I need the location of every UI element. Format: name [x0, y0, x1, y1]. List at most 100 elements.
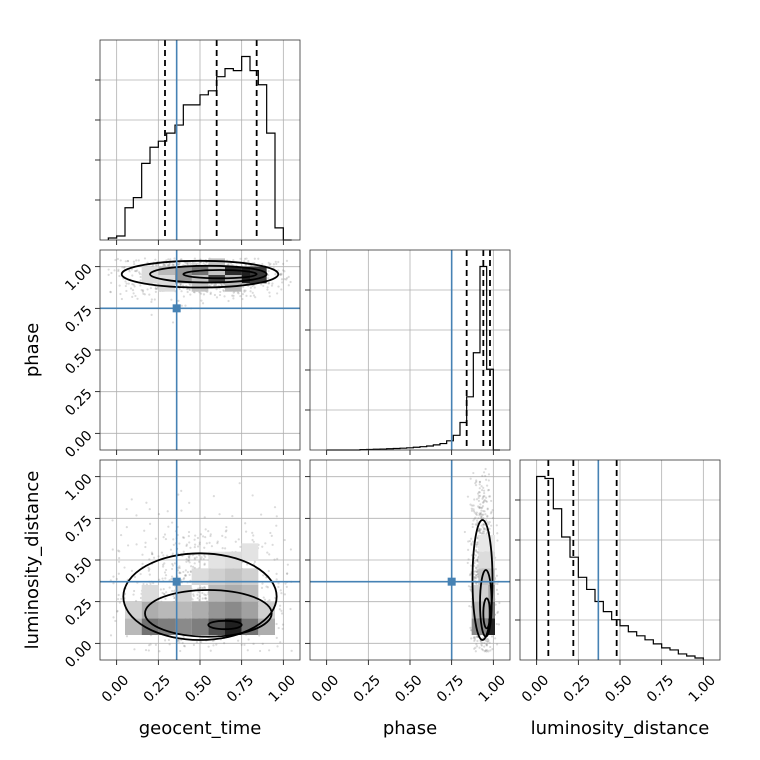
scatter-point: [109, 290, 112, 294]
scatter-point: [477, 529, 481, 532]
scatter-point: [239, 257, 242, 260]
scatter-point: [263, 598, 267, 601]
scatter-point: [185, 560, 188, 563]
density-cell: [158, 275, 175, 292]
contour-level-0: [120, 259, 280, 289]
scatter-point: [200, 586, 203, 589]
scatter-point: [243, 257, 247, 261]
scatter-point: [261, 263, 264, 266]
scatter-point: [149, 582, 152, 585]
scatter-point: [478, 527, 481, 531]
scatter-point: [123, 592, 127, 595]
scatter-point: [484, 649, 487, 652]
scatter-point: [139, 275, 142, 279]
scatter-point: [279, 604, 282, 607]
scatter-point: [244, 530, 248, 533]
scatter-point: [184, 574, 187, 577]
scatter-point: [269, 262, 272, 265]
scatter-point: [224, 536, 227, 539]
scatter-point: [249, 294, 252, 298]
scatter-point: [177, 493, 180, 496]
scatter-point: [483, 492, 486, 495]
scatter-point: [475, 645, 479, 648]
scatter-point: [164, 537, 168, 541]
scatter-point: [219, 290, 222, 294]
scatter-point: [116, 610, 119, 613]
scatter-point: [237, 639, 240, 642]
scatter-point: [482, 510, 485, 513]
scatter-point: [274, 273, 277, 276]
scatter-point: [146, 261, 149, 264]
scatter-point: [154, 287, 157, 290]
scatter-point: [180, 509, 183, 512]
scatter-point: [473, 511, 476, 514]
scatter-point: [116, 257, 119, 261]
scatter-point: [154, 258, 157, 261]
scatter-point: [164, 577, 167, 580]
scatter-point: [148, 644, 151, 647]
scatter-point: [476, 568, 479, 571]
scatter-point: [133, 262, 136, 266]
scatter-point: [280, 273, 283, 276]
scatter-point: [482, 471, 486, 474]
scatter-point: [177, 566, 180, 569]
scatter-point: [188, 554, 191, 557]
y-tick-label: 0.50: [62, 344, 95, 377]
scatter-point: [476, 521, 479, 524]
scatter-point: [254, 296, 257, 299]
scatter-point: [484, 500, 488, 503]
panel-geocent_time-vs-phase: 0.00 0.25 0.50 0.75 1.00 phase: [22, 249, 301, 461]
scatter-point: [489, 645, 492, 649]
scatter-point: [485, 643, 488, 646]
scatter-point: [179, 283, 182, 286]
scatter-point: [266, 288, 269, 291]
scatter-point: [178, 566, 181, 570]
scatter-point: [480, 532, 484, 535]
scatter-point: [479, 640, 483, 643]
scatter-point: [168, 643, 171, 646]
scatter-point: [279, 273, 282, 276]
scatter-point: [474, 559, 477, 562]
scatter-point: [205, 542, 208, 545]
scatter-point: [289, 607, 292, 611]
x-tick-label: 0.00: [99, 672, 132, 705]
scatter-point: [244, 264, 247, 267]
scatter-point: [260, 283, 263, 286]
scatter-point: [144, 648, 148, 652]
scatter-point: [480, 524, 483, 527]
scatter-point: [485, 650, 488, 653]
scatter-point: [478, 528, 481, 532]
scatter-point: [198, 291, 201, 294]
scatter-point: [481, 474, 484, 477]
scatter-point: [129, 287, 133, 290]
scatter-point: [202, 293, 206, 296]
scatter-point: [474, 566, 478, 569]
scatter-point: [111, 519, 114, 522]
scatter-point: [283, 270, 286, 273]
scatter-point: [478, 487, 481, 490]
truth-marker: [172, 304, 181, 313]
scatter-point: [168, 263, 171, 266]
scatter-point: [478, 506, 481, 509]
scatter-point: [171, 567, 174, 571]
scatter-point: [191, 598, 194, 601]
y-tick-label: 0.25: [62, 386, 95, 419]
contour-level-0: [122, 552, 278, 641]
scatter-point: [496, 611, 499, 615]
scatter-point: [215, 284, 218, 287]
scatter-point: [481, 641, 484, 644]
scatter-point: [193, 538, 196, 541]
scatter-point: [488, 520, 491, 524]
scatter-point: [483, 499, 486, 502]
scatter-point: [225, 525, 228, 529]
scatter-point: [485, 644, 489, 647]
scatter-point: [197, 591, 200, 594]
scatter-point: [184, 304, 187, 307]
scatter-point: [135, 259, 138, 262]
scatter-point: [280, 609, 283, 612]
scatter-point: [475, 498, 479, 501]
scatter-point: [280, 278, 284, 281]
scatter-point: [183, 574, 187, 577]
scatter-point: [467, 585, 471, 588]
scatter-point: [158, 650, 161, 653]
